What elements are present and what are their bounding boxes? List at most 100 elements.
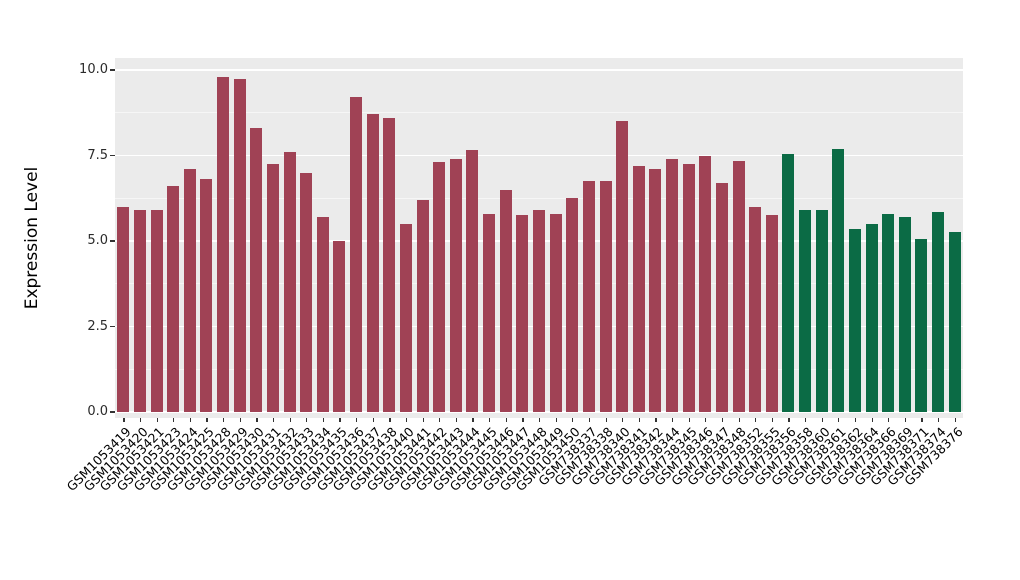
bar <box>616 121 629 412</box>
x-tick-mark <box>322 418 325 422</box>
x-tick-mark <box>805 418 807 422</box>
x-tick-mark <box>638 418 640 422</box>
bar <box>483 213 496 412</box>
x-tick-mark <box>572 418 574 422</box>
bar <box>915 239 928 412</box>
gridline-major <box>115 154 963 157</box>
bar <box>150 210 163 412</box>
bar <box>932 211 945 412</box>
x-tick-mark <box>139 418 142 422</box>
bar <box>832 148 845 412</box>
x-tick-mark <box>622 418 624 422</box>
gridline-minor <box>115 112 963 114</box>
x-tick-mark <box>539 418 541 422</box>
gridline-major <box>115 69 963 71</box>
bar <box>948 232 961 412</box>
x-tick-mark <box>189 418 191 422</box>
bar <box>499 189 512 412</box>
bar <box>782 153 795 412</box>
bar <box>765 215 778 412</box>
x-tick-mark <box>688 418 690 422</box>
x-tick-mark <box>588 418 591 422</box>
x-tick-mark <box>256 418 258 422</box>
x-tick-mark <box>655 418 657 422</box>
x-tick-mark <box>672 418 674 422</box>
x-tick-mark <box>455 418 458 422</box>
gridline-minor <box>115 197 963 199</box>
x-tick-mark <box>272 418 275 422</box>
x-tick-mark <box>439 418 441 422</box>
y-tick-label: 5.0 <box>87 233 108 248</box>
x-tick-mark <box>921 418 923 422</box>
x-tick-mark <box>206 418 208 422</box>
bar <box>865 223 878 412</box>
x-tick-mark <box>173 418 175 422</box>
x-tick-mark <box>738 418 740 422</box>
x-axis-labels: GSM1053419 GSM1053420 GSM1053421 GSM1053423… <box>64 424 965 574</box>
x-tick-mark <box>289 418 291 422</box>
x-tick-mark <box>472 418 474 422</box>
bar <box>383 117 396 412</box>
x-tick-mark <box>854 418 857 422</box>
x-tick-mark <box>838 418 840 422</box>
bar <box>898 217 911 412</box>
x-tick-mark <box>405 418 408 422</box>
x-tick-mark <box>156 418 158 422</box>
bar <box>549 213 562 412</box>
bar <box>117 206 130 412</box>
x-tick-mark <box>555 418 557 422</box>
x-tick-mark <box>771 418 773 422</box>
x-tick-mark <box>755 418 757 422</box>
bar <box>233 78 246 412</box>
x-tick-mark <box>389 418 391 422</box>
bar <box>433 162 446 412</box>
y-tick-label: 7.5 <box>87 147 108 163</box>
x-tick-mark <box>339 418 341 422</box>
bar <box>167 186 180 412</box>
bar <box>699 155 712 412</box>
bar <box>333 241 346 412</box>
bar <box>183 169 196 412</box>
x-tick-mark <box>721 418 724 422</box>
bar <box>815 210 828 412</box>
x-tick-mark <box>372 418 374 422</box>
gridline-major <box>115 411 963 413</box>
bar <box>566 198 579 412</box>
bar <box>666 158 679 412</box>
bar <box>732 160 745 412</box>
bar <box>266 164 279 412</box>
x-tick-mark <box>871 418 873 422</box>
bar <box>217 76 230 412</box>
bar <box>283 152 296 412</box>
x-tick-mark <box>239 418 241 422</box>
y-tick-label: 2.5 <box>87 318 108 334</box>
x-tick-mark <box>788 418 790 422</box>
y-tick-mark <box>110 154 115 157</box>
bar <box>682 164 695 412</box>
bar <box>599 181 612 412</box>
y-tick-mark <box>110 325 115 328</box>
bar <box>200 179 213 412</box>
bar <box>366 114 379 412</box>
x-tick-mark <box>954 418 956 422</box>
bar <box>350 97 363 412</box>
x-tick-mark <box>356 418 358 422</box>
x-tick-mark <box>888 418 890 422</box>
bar <box>250 128 263 412</box>
y-axis-title: Expression Level <box>22 166 42 310</box>
bar <box>749 206 762 412</box>
y-tick-mark <box>110 69 115 71</box>
bar <box>316 217 329 412</box>
bar <box>466 150 479 412</box>
x-tick-mark <box>123 418 125 422</box>
x-tick-mark <box>938 418 940 422</box>
x-tick-mark <box>605 418 607 422</box>
bar <box>848 229 861 412</box>
bar <box>399 223 412 412</box>
bar <box>133 210 146 412</box>
x-tick-mark <box>422 418 424 422</box>
bar <box>632 165 645 412</box>
x-tick-mark <box>904 418 906 422</box>
x-tick-mark <box>705 418 707 422</box>
